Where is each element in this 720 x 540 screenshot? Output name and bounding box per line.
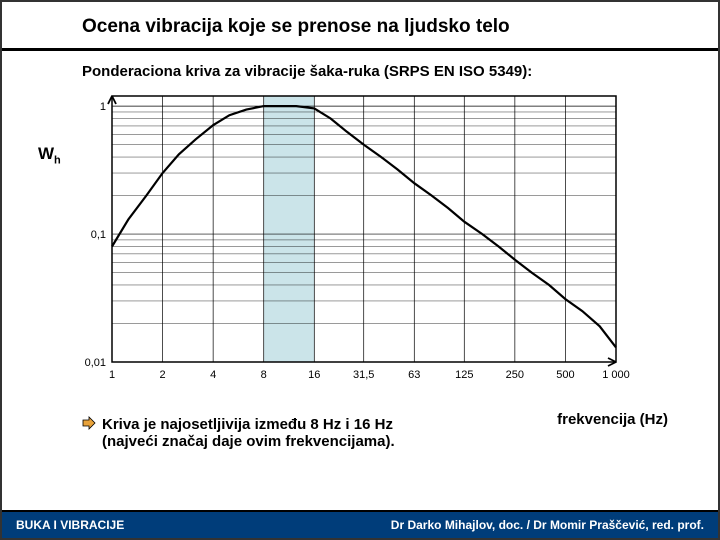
footer-right: Dr Darko Mihajlov, doc. / Dr Momir Prašč… bbox=[391, 518, 704, 532]
chart-container: Wh 12481631,5631252505001 0000,010,11 fr… bbox=[72, 88, 658, 398]
footer-left: BUKA I VIBRACIJE bbox=[16, 518, 124, 532]
svg-text:1: 1 bbox=[109, 369, 115, 381]
svg-text:31,5: 31,5 bbox=[353, 369, 374, 381]
svg-text:2: 2 bbox=[160, 369, 166, 381]
svg-text:125: 125 bbox=[455, 369, 473, 381]
svg-text:1 000: 1 000 bbox=[602, 369, 630, 381]
arrow-icon bbox=[82, 416, 96, 430]
svg-text:0,1: 0,1 bbox=[91, 229, 106, 241]
svg-text:1: 1 bbox=[100, 101, 106, 113]
svg-text:16: 16 bbox=[308, 369, 320, 381]
subtitle-text: Ponderaciona kriva za vibracije šaka-ruk… bbox=[82, 63, 532, 80]
svg-text:4: 4 bbox=[210, 369, 216, 381]
page-title: Ocena vibracija koje se prenose na ljuds… bbox=[2, 2, 718, 51]
svg-text:63: 63 bbox=[408, 369, 420, 381]
svg-text:8: 8 bbox=[261, 369, 267, 381]
title-text: Ocena vibracija koje se prenose na ljuds… bbox=[82, 16, 510, 37]
svg-text:500: 500 bbox=[556, 369, 574, 381]
note-line2: (najveći značaj daje ovim frekvencijama)… bbox=[102, 433, 395, 450]
note-line1: Kriva je najosetljivija između 8 Hz i 16… bbox=[102, 416, 393, 433]
svg-text:0,01: 0,01 bbox=[85, 357, 106, 369]
footer-bar: BUKA I VIBRACIJE Dr Darko Mihajlov, doc.… bbox=[2, 510, 718, 538]
y-axis-label: Wh bbox=[38, 144, 61, 166]
svg-text:250: 250 bbox=[506, 369, 524, 381]
chart-subtitle: Ponderaciona kriva za vibracije šaka-ruk… bbox=[2, 51, 718, 88]
x-axis-label: frekvencija (Hz) bbox=[557, 411, 668, 428]
weighting-curve-chart: 1 2 4 8 16 31,5 63 125 250 500 1 000 0,01 0,1 1 bbox=[72, 88, 632, 388]
